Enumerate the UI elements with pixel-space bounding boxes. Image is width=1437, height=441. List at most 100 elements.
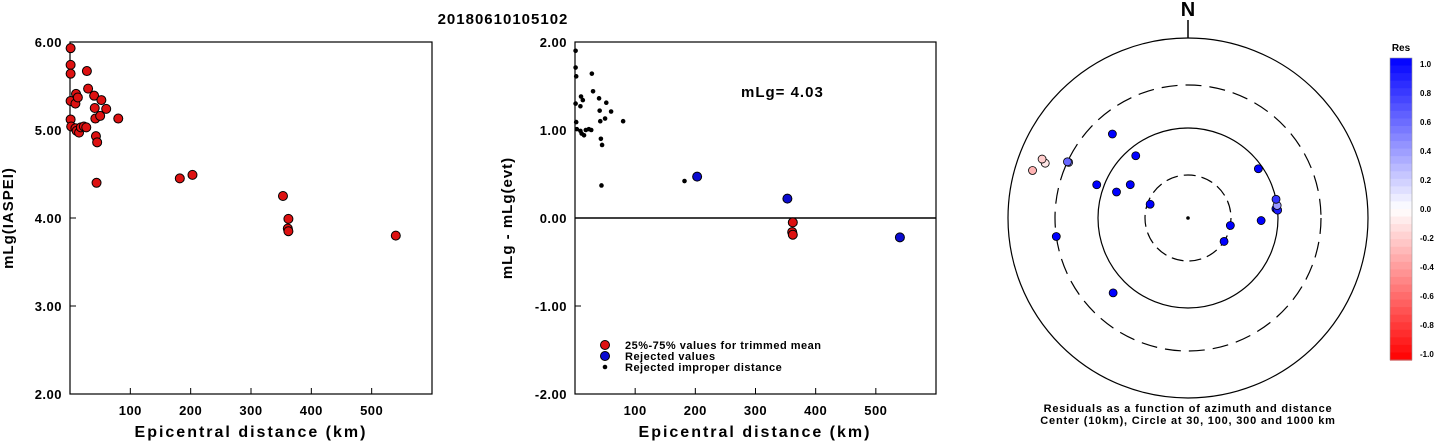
plot1-y-tick-label: 2.00 [35, 387, 62, 402]
rejected-point [782, 193, 793, 204]
station-residual-point [1145, 199, 1155, 209]
colorbar-cell [1390, 239, 1412, 248]
plot2-x-tick-label: 200 [684, 403, 707, 418]
colorbar-cell [1390, 148, 1412, 157]
colorbar-cell [1390, 163, 1412, 172]
magnitude-point [81, 122, 92, 133]
magnitude-point [91, 177, 102, 188]
colorbar-tick-label: -0.4 [1420, 263, 1434, 272]
magnitude-point [72, 92, 83, 103]
polar-caption-line2: Center (10km), Circle at 30, 100, 300 an… [1040, 415, 1335, 427]
colorbar-cell [1390, 88, 1412, 97]
magnitude-vs-distance-chart: 100 200 300 400 500 2.00 3.00 4.00 5.00 6.00 Epi… [0, 35, 433, 441]
colorbar-cell [1390, 329, 1412, 338]
improper-distance-point [599, 142, 605, 148]
station-residual-point [1108, 288, 1118, 298]
colorbar-cell [1390, 58, 1412, 67]
colorbar-cell [1390, 201, 1412, 210]
plot2-y-axis-label: mLg - mLg(evt) [499, 157, 516, 279]
plot1-x-axis-label: Epicentral distance (km) [135, 424, 368, 441]
colorbar-cell [1390, 261, 1412, 270]
plot2-y-tick-label: -2.00 [535, 387, 567, 402]
colorbar-cell [1390, 352, 1412, 361]
colorbar-cell [1390, 95, 1412, 104]
improper-distance-point [573, 74, 579, 79]
station-residual-point [1092, 180, 1102, 190]
improper-distance-point [573, 101, 578, 106]
improper-distance-point [589, 71, 595, 76]
colorbar-tick-label: 0.2 [1420, 176, 1432, 185]
trimmed-point [787, 217, 798, 228]
plot1-x-tick-label: 400 [300, 403, 323, 418]
plot2-legend: 25%-75% values for trimmed mean Rejected… [600, 340, 821, 374]
north-label: N [1181, 0, 1195, 21]
improper-distance-point [590, 88, 596, 94]
colorbar-cell [1390, 292, 1412, 301]
plot1-y-tick-label: 5.00 [35, 123, 62, 138]
improper-distance-point [578, 94, 584, 99]
colorbar-cell [1390, 284, 1412, 293]
colorbar-cell [1390, 80, 1412, 89]
legend-label-trimmed: 25%-75% values for trimmed mean [625, 340, 821, 352]
plot2-x-tick-label: 400 [804, 403, 827, 418]
magnitude-point [277, 191, 288, 201]
range-circle-30km [1144, 174, 1232, 262]
colorbar-cell [1390, 299, 1412, 308]
plot2-y-tick-label: 2.00 [540, 35, 567, 50]
azimuth-residual-plot: N Residuals as a function of azimuth and… [1007, 0, 1369, 427]
magnitude-point [95, 110, 106, 121]
colorbar-cell [1390, 171, 1412, 180]
colorbar-cell [1390, 133, 1412, 142]
station-residual-point [1219, 237, 1229, 246]
magnitude-point [89, 103, 100, 113]
improper-distance-point [682, 178, 687, 184]
colorbar-tick-label: 0.8 [1420, 89, 1432, 98]
station-residual-point [1131, 151, 1141, 161]
plot1-y-axis-label: mLg(IASPEI) [0, 167, 17, 269]
station-residual-point [1051, 232, 1061, 241]
colorbar-cell [1390, 216, 1412, 225]
magnitude-point [390, 230, 401, 241]
colorbar-cell [1390, 307, 1412, 316]
plot2-x-tick-label: 100 [624, 403, 647, 418]
plot2-y-tick-label: 1.00 [540, 123, 567, 138]
plot1-x-tick-label: 100 [119, 403, 142, 418]
improper-distance-point [598, 136, 604, 142]
improper-distance-point [620, 118, 626, 124]
legend-marker-trimmed [600, 340, 610, 350]
colorbar-cell [1390, 118, 1412, 127]
magnitude-point [65, 68, 76, 79]
colorbar-cell [1390, 73, 1412, 82]
plot1-y-tick-label: 3.00 [35, 299, 62, 314]
colorbar-cell [1390, 254, 1412, 263]
improper-distance-point [574, 126, 580, 132]
range-circle-1000km [1007, 37, 1369, 399]
colorbar-cell [1390, 337, 1412, 346]
improper-distance-point [603, 100, 609, 106]
station-residual-point [1253, 164, 1263, 174]
colorbar-cell [1390, 110, 1412, 119]
plot2-y-tick-label: -1.00 [535, 299, 567, 314]
residual-colorbar: Res 1.0 0.8 0.6 0.4 0.2 0.0 -0.2 -0.4 -0.6 -0.8 -1… [1389, 43, 1434, 361]
magnitude-point [92, 137, 103, 148]
residual-vs-distance-chart: 100 200 300 400 500 -2.00 -1.00 0.00 1.00 2.00 m… [499, 35, 937, 441]
colorbar-title: Res [1392, 43, 1411, 54]
colorbar-cell [1390, 186, 1412, 195]
colorbar-cell [1390, 322, 1412, 331]
colorbar-tick-label: -0.6 [1420, 292, 1434, 301]
magnitude-point [187, 169, 198, 180]
range-circle-100km [1097, 127, 1279, 309]
magnitude-point [96, 95, 107, 106]
improper-distance-point [596, 96, 602, 101]
colorbar-cell [1390, 178, 1412, 187]
magnitude-point [283, 226, 294, 237]
station-residual-point [1271, 194, 1281, 204]
magnitude-point [283, 213, 294, 224]
improper-distance-point [573, 119, 579, 125]
plot1-x-tick-label: 200 [179, 403, 202, 418]
legend-label-rejected: Rejected values [625, 351, 716, 363]
legend-marker-rejected [600, 351, 610, 361]
plot2-x-tick-label: 500 [864, 403, 887, 418]
station-residual-point [1112, 187, 1121, 197]
